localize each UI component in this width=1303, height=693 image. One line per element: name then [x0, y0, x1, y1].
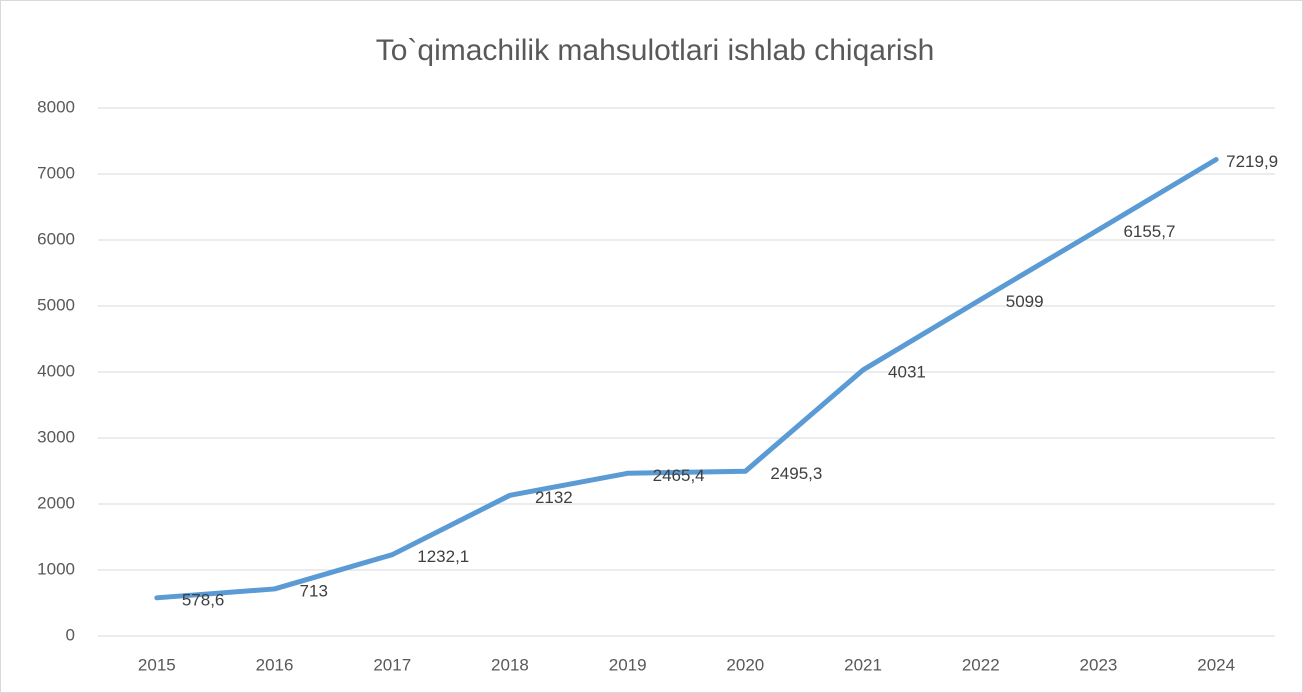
x-tick-label: 2015: [138, 655, 176, 674]
y-tick-label: 8000: [37, 97, 75, 116]
data-label: 2495,3: [770, 464, 822, 483]
y-tick-label: 0: [66, 625, 75, 644]
x-tick-label: 2022: [962, 655, 1000, 674]
data-label: 713: [300, 581, 328, 600]
x-tick-label: 2019: [609, 655, 647, 674]
y-tick-label: 5000: [37, 295, 75, 314]
data-label: 4031: [888, 362, 926, 381]
y-tick-label: 1000: [37, 559, 75, 578]
x-tick-label: 2018: [491, 655, 529, 674]
data-label: 2132: [535, 488, 573, 507]
y-tick-label: 7000: [37, 163, 75, 182]
y-tick-label: 2000: [37, 493, 75, 512]
y-tick-label: 4000: [37, 361, 75, 380]
data-label: 2465,4: [653, 466, 705, 485]
x-tick-label: 2024: [1197, 655, 1235, 674]
y-tick-label: 6000: [37, 229, 75, 248]
x-tick-label: 2017: [373, 655, 411, 674]
chart-title: To`qimachilik mahsulotlari ishlab chiqar…: [376, 34, 935, 67]
x-tick-label: 2023: [1080, 655, 1118, 674]
data-label: 6155,7: [1123, 222, 1175, 241]
x-tick-label: 2016: [256, 655, 294, 674]
data-label: 7219,9: [1226, 152, 1278, 171]
x-tick-label: 2021: [844, 655, 882, 674]
data-label: 578,6: [182, 590, 225, 609]
x-tick-label: 2020: [726, 655, 764, 674]
data-label: 5099: [1006, 292, 1044, 311]
data-label: 1232,1: [417, 547, 469, 566]
line-series: [154, 156, 1219, 601]
y-tick-label: 3000: [37, 427, 75, 446]
